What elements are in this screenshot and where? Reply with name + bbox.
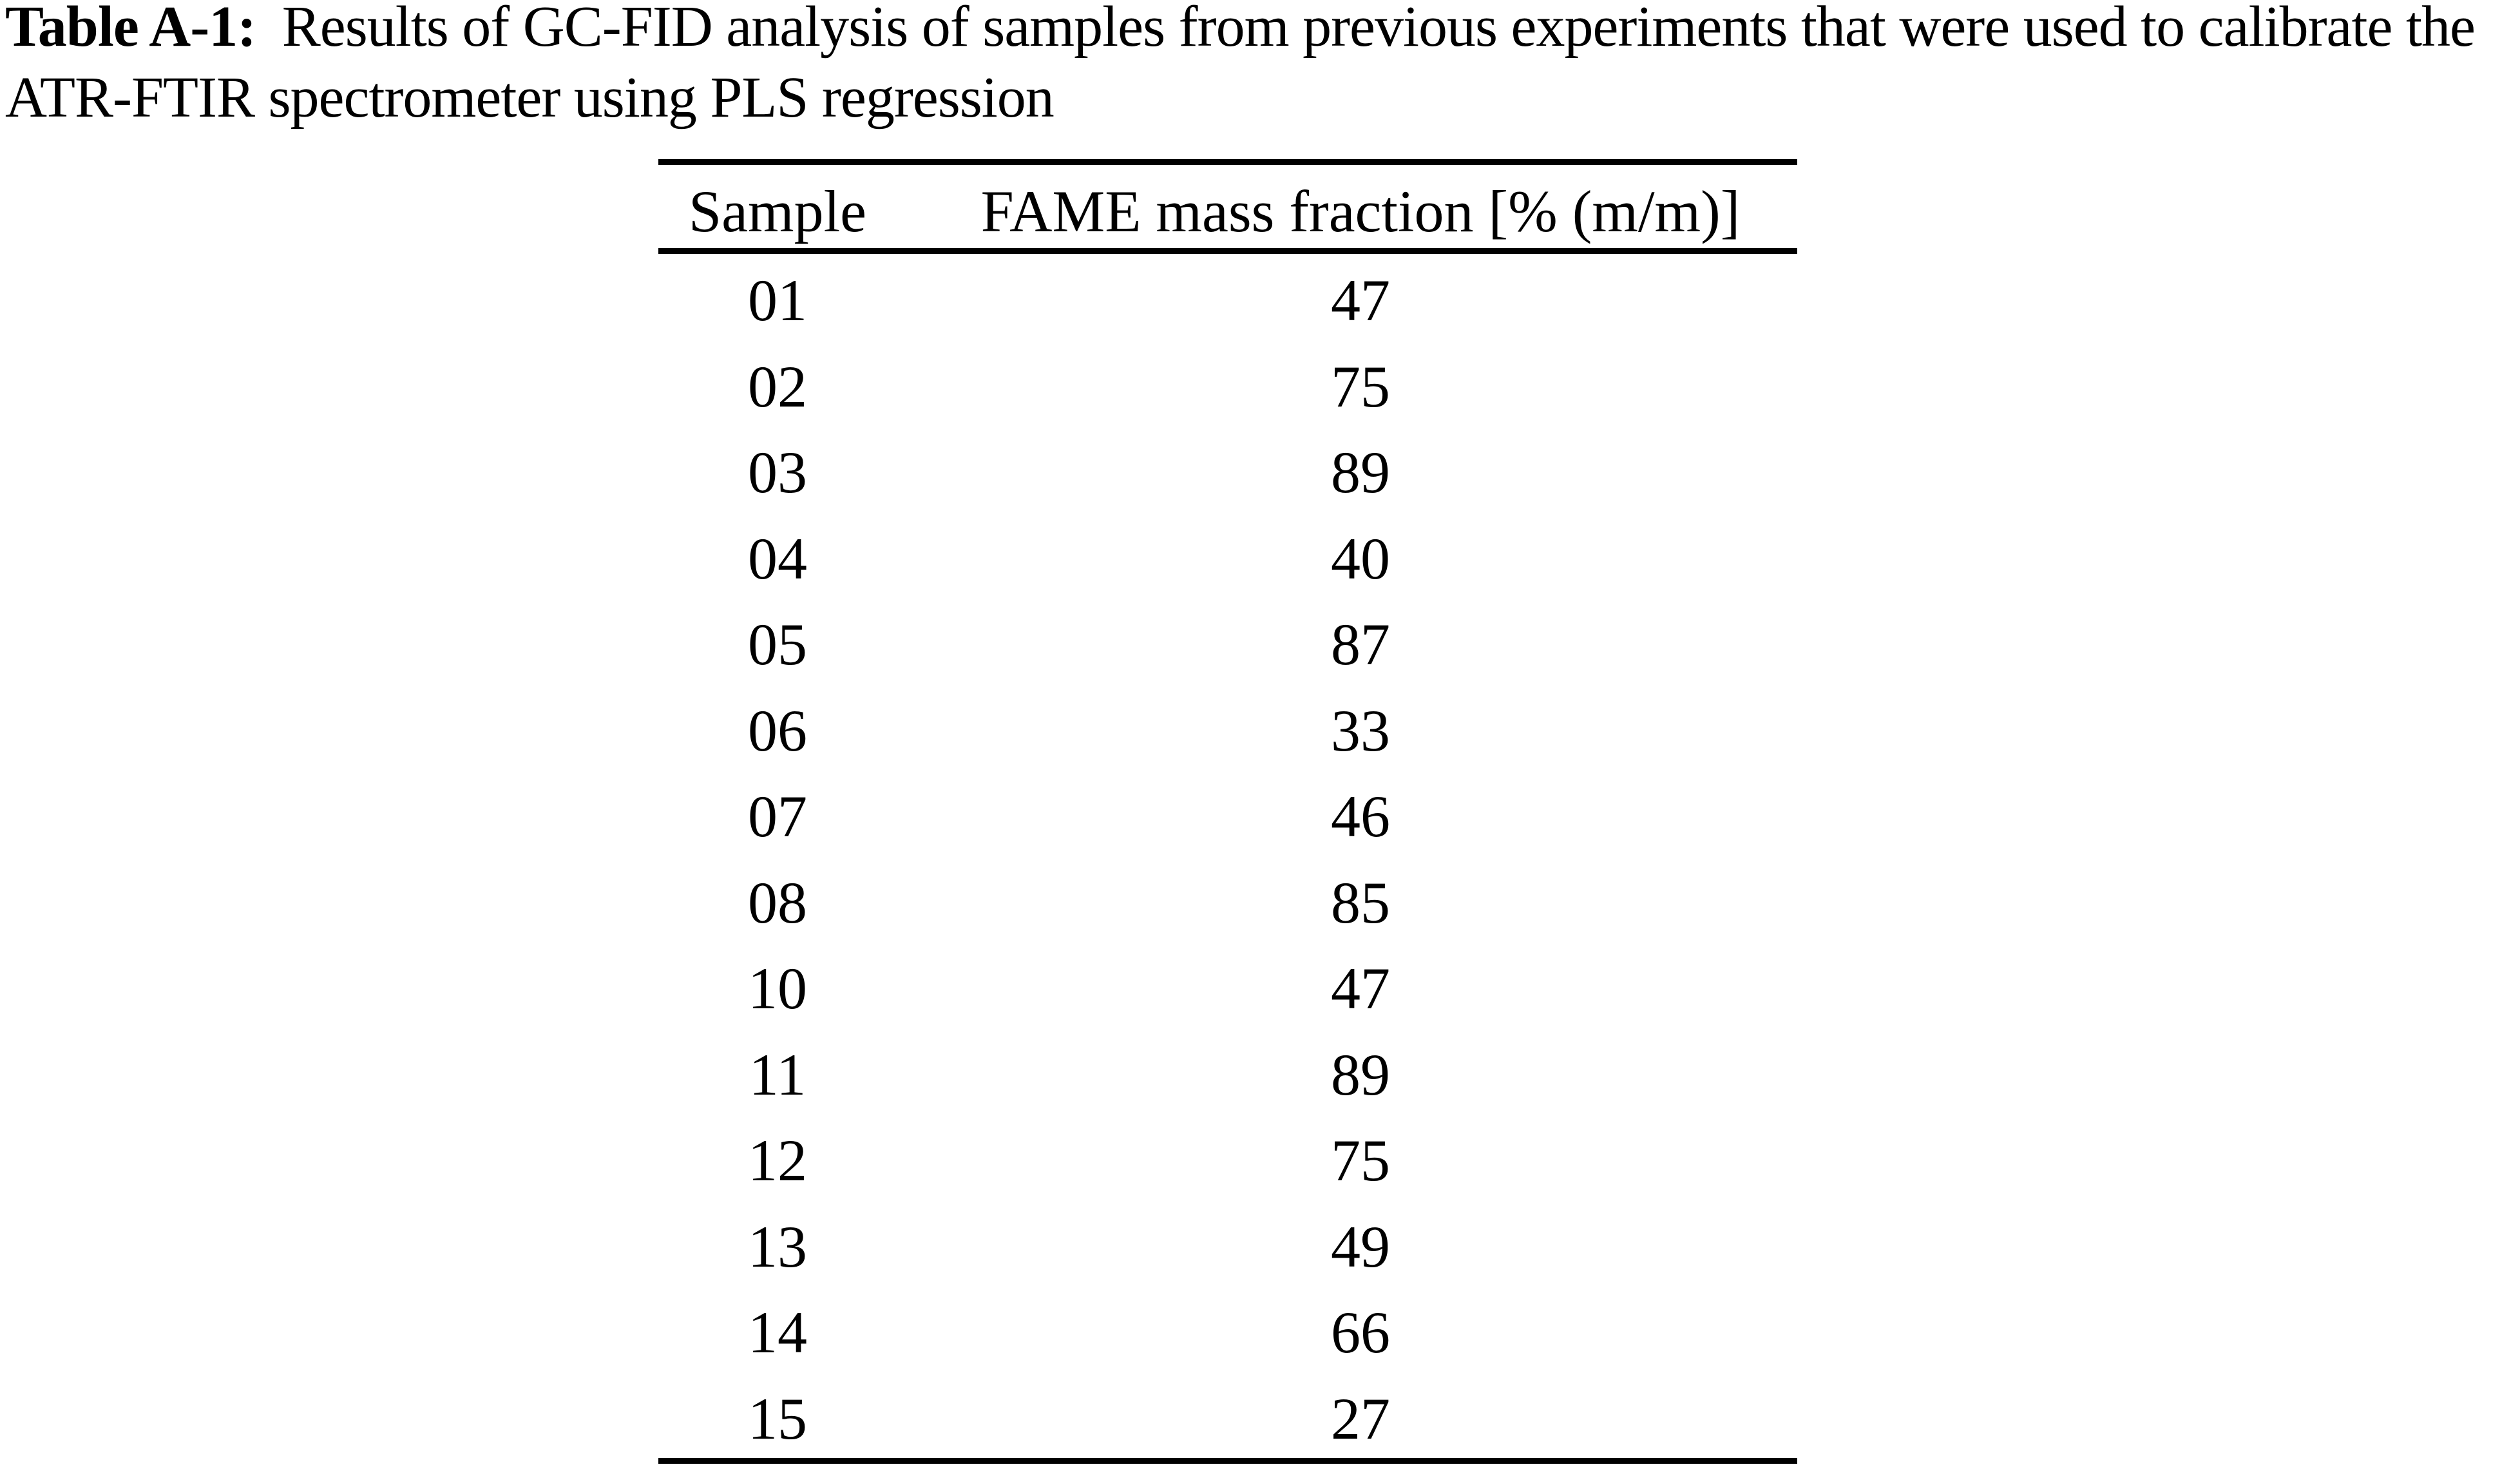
sample-id-cell: 04 — [748, 525, 807, 591]
sample-id-cell: 10 — [748, 955, 807, 1021]
column-header-fame-mass-fraction: FAME mass fraction [% (m/m)] — [980, 178, 1741, 244]
table-caption-text-line-2: ATR-FTIR spectrometer using PLS regressi… — [5, 66, 1055, 129]
fame-value-cell: 89 — [1331, 1041, 1390, 1107]
table-body: 01 47 02 75 03 89 04 40 05 87 06 33 — [658, 254, 1797, 1458]
sample-id-cell: 07 — [748, 783, 807, 849]
table-caption-text-line-1: Results of GC-FID analysis of samples fr… — [282, 0, 2476, 59]
fame-value-cell: 47 — [1331, 955, 1390, 1021]
table-row: 11 89 — [658, 1028, 1797, 1115]
table-caption-line-1: Table A-1: Results of GC-FID analysis of … — [5, 0, 2520, 62]
table-row: 08 85 — [658, 856, 1797, 943]
table-row: 05 87 — [658, 598, 1797, 684]
table-row: 15 27 — [658, 1372, 1797, 1459]
table-caption: Table A-1: Results of GC-FID analysis of … — [5, 0, 2520, 133]
table-row: 06 33 — [658, 684, 1797, 771]
fame-value-cell: 46 — [1331, 783, 1390, 849]
sample-id-cell: 02 — [748, 353, 807, 419]
sample-id-cell: 03 — [748, 439, 807, 505]
fame-value-cell: 87 — [1331, 611, 1390, 677]
table-header-row: Sample FAME mass fraction [% (m/m)] — [658, 165, 1797, 254]
table-caption-label: Table A-1: — [5, 0, 256, 59]
fame-value-cell: 27 — [1331, 1385, 1390, 1452]
fame-value-cell: 75 — [1331, 1127, 1390, 1193]
results-table: Sample FAME mass fraction [% (m/m)] 01 4… — [658, 159, 1797, 1464]
sample-id-cell: 05 — [748, 611, 807, 677]
fame-value-cell: 49 — [1331, 1213, 1390, 1280]
sample-id-cell: 15 — [748, 1385, 807, 1452]
table-row: 14 66 — [658, 1286, 1797, 1372]
sample-id-cell: 12 — [748, 1127, 807, 1193]
fame-value-cell: 66 — [1331, 1299, 1390, 1365]
fame-value-cell: 40 — [1331, 525, 1390, 591]
table-row: 03 89 — [658, 426, 1797, 512]
column-header-sample: Sample — [689, 178, 866, 244]
sample-id-cell: 14 — [748, 1299, 807, 1365]
table-row: 01 47 — [658, 254, 1797, 340]
sample-id-cell: 06 — [748, 697, 807, 763]
fame-value-cell: 89 — [1331, 439, 1390, 505]
table-row: 07 46 — [658, 770, 1797, 856]
fame-value-cell: 75 — [1331, 353, 1390, 419]
table-row: 10 47 — [658, 942, 1797, 1028]
table-row: 13 49 — [658, 1200, 1797, 1287]
sample-id-cell: 13 — [748, 1213, 807, 1280]
sample-id-cell: 01 — [748, 267, 807, 333]
fame-value-cell: 85 — [1331, 869, 1390, 935]
table-row: 12 75 — [658, 1114, 1797, 1200]
sample-id-cell: 11 — [749, 1041, 807, 1107]
fame-value-cell: 33 — [1331, 697, 1390, 763]
sample-id-cell: 08 — [748, 869, 807, 935]
table-row: 04 40 — [658, 512, 1797, 599]
table-row: 02 75 — [658, 340, 1797, 427]
fame-value-cell: 47 — [1331, 267, 1390, 333]
